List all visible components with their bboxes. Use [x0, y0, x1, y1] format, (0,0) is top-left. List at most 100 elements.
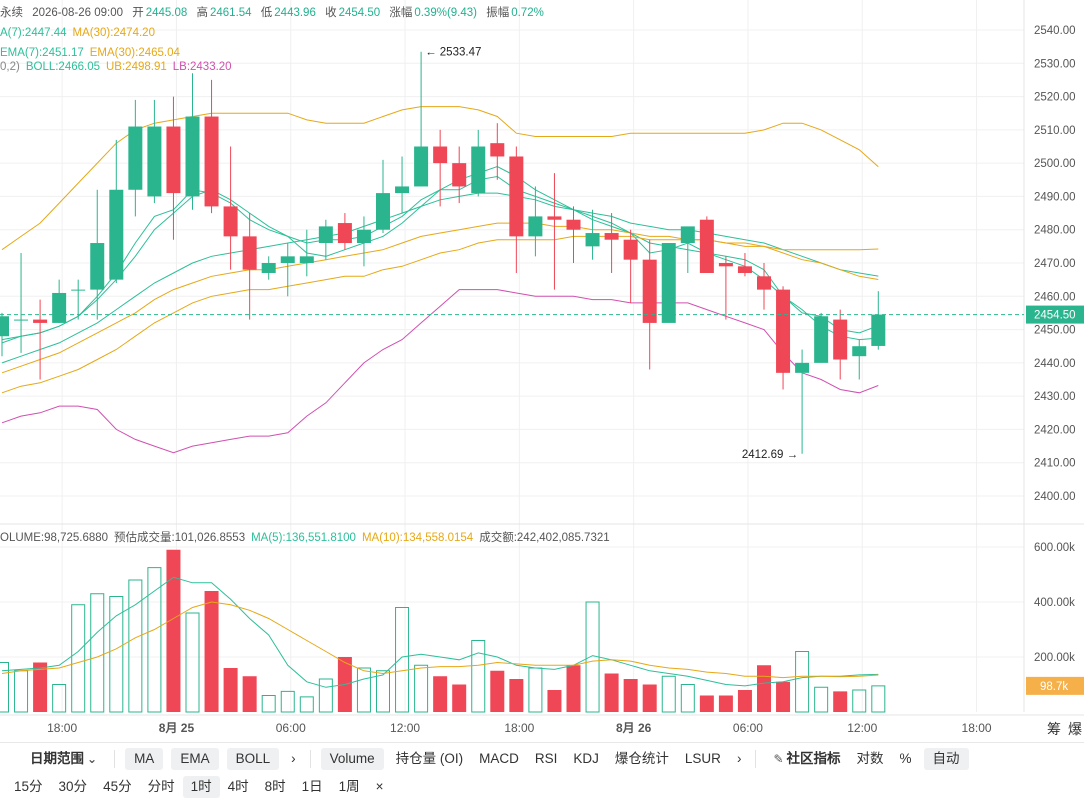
- volume-bar[interactable]: [166, 549, 181, 712]
- candle-body[interactable]: [318, 226, 333, 244]
- volume-bar[interactable]: [661, 675, 676, 713]
- candle-body[interactable]: [109, 189, 124, 280]
- candle[interactable]: [395, 156, 410, 214]
- log-scale-toggle[interactable]: 对数: [856, 750, 884, 766]
- chip-distribution-label[interactable]: 筹: [1047, 721, 1061, 737]
- candle-body[interactable]: [185, 116, 200, 197]
- overlay-chip-ma[interactable]: MA: [125, 747, 164, 770]
- candle-body[interactable]: [356, 229, 371, 244]
- candle-body[interactable]: [718, 263, 733, 267]
- volume-bar[interactable]: [718, 695, 733, 713]
- interval-option[interactable]: 4时: [227, 778, 249, 794]
- candle[interactable]: [33, 299, 48, 380]
- indicator-tab[interactable]: 爆仓统计: [614, 750, 669, 766]
- volume-bar[interactable]: [128, 579, 143, 713]
- indicator-tab[interactable]: LSUR: [684, 750, 721, 766]
- volume-bar[interactable]: [833, 691, 848, 712]
- candle[interactable]: [280, 243, 295, 297]
- candle[interactable]: [737, 253, 752, 277]
- volume-bar[interactable]: [242, 676, 257, 712]
- candle-body[interactable]: [414, 146, 429, 187]
- candle[interactable]: [223, 146, 238, 270]
- volume-bar[interactable]: [452, 684, 467, 713]
- candle[interactable]: [261, 256, 276, 280]
- volume-bar[interactable]: [356, 667, 371, 713]
- candle-body[interactable]: [261, 263, 276, 273]
- community-indicators-button[interactable]: ✎ 社区指标: [762, 748, 848, 770]
- candle[interactable]: [814, 312, 829, 363]
- volume-bar[interactable]: [471, 640, 486, 713]
- candle[interactable]: [90, 189, 105, 320]
- indicator-tab[interactable]: 持仓量 (OI): [395, 750, 464, 766]
- indicator-tab[interactable]: RSI: [534, 750, 558, 766]
- candle-body[interactable]: [852, 346, 867, 357]
- volume-bar[interactable]: [185, 612, 200, 713]
- interval-option[interactable]: 分时: [147, 778, 175, 794]
- volume-bar[interactable]: [52, 684, 67, 713]
- candle[interactable]: [490, 123, 505, 180]
- candle-body[interactable]: [871, 314, 886, 346]
- volume-bar[interactable]: [109, 596, 124, 713]
- candle-body[interactable]: [395, 186, 410, 194]
- volume-bar[interactable]: [490, 670, 505, 712]
- candle[interactable]: [642, 239, 657, 370]
- candle-body[interactable]: [337, 223, 352, 244]
- candle-body[interactable]: [680, 226, 695, 244]
- candle[interactable]: [128, 99, 143, 217]
- volume-bar[interactable]: [414, 664, 429, 713]
- candle[interactable]: [547, 173, 562, 290]
- interval-option[interactable]: 15分: [14, 778, 43, 794]
- candle-body[interactable]: [0, 316, 9, 337]
- candle-body[interactable]: [566, 219, 581, 230]
- volume-bar[interactable]: [261, 695, 276, 713]
- volume-bar[interactable]: [604, 673, 619, 713]
- candles[interactable]: [0, 51, 886, 454]
- candle[interactable]: [337, 213, 352, 250]
- volume-bar[interactable]: [623, 679, 638, 712]
- candle-body[interactable]: [33, 319, 48, 323]
- interval-option[interactable]: 1日: [301, 778, 323, 794]
- volume-bar[interactable]: [33, 662, 48, 713]
- volume-bar[interactable]: [871, 685, 886, 713]
- candle-body[interactable]: [452, 163, 467, 187]
- candle[interactable]: [509, 146, 524, 273]
- candle[interactable]: [623, 229, 638, 303]
- candle-body[interactable]: [376, 193, 390, 230]
- candle[interactable]: [452, 146, 467, 204]
- candle[interactable]: [109, 139, 124, 283]
- indicator-tab[interactable]: Volume: [320, 747, 384, 770]
- candle-body[interactable]: [776, 289, 791, 373]
- candle-body[interactable]: [52, 292, 67, 323]
- volume-bar[interactable]: [737, 690, 752, 712]
- candle[interactable]: [299, 229, 314, 277]
- candle[interactable]: [166, 96, 181, 240]
- candle[interactable]: [242, 213, 257, 320]
- volume-bar[interactable]: [757, 665, 771, 712]
- interval-option[interactable]: 1周: [338, 778, 360, 794]
- volume-bar[interactable]: [680, 684, 695, 713]
- volume-bar[interactable]: [642, 684, 657, 713]
- candle[interactable]: [471, 129, 486, 197]
- interval-option[interactable]: 30分: [58, 778, 88, 794]
- volume-bar[interactable]: [90, 593, 105, 713]
- volume-bars[interactable]: [0, 549, 886, 713]
- candle-body[interactable]: [623, 239, 638, 260]
- volume-bar[interactable]: [566, 665, 581, 712]
- candle-body[interactable]: [433, 146, 448, 164]
- candle[interactable]: [776, 286, 791, 390]
- volume-bar[interactable]: [299, 696, 314, 713]
- candle[interactable]: [852, 339, 867, 380]
- candle-body[interactable]: [147, 126, 162, 197]
- candle[interactable]: [414, 51, 429, 187]
- candle-body[interactable]: [166, 126, 181, 194]
- candle-body[interactable]: [90, 243, 105, 290]
- candle[interactable]: [680, 226, 695, 273]
- percent-scale-toggle[interactable]: %: [899, 750, 912, 766]
- candle-body[interactable]: [737, 266, 752, 273]
- candle-body[interactable]: [642, 259, 657, 323]
- candle[interactable]: [147, 99, 162, 204]
- candle[interactable]: [318, 219, 333, 260]
- candle[interactable]: [718, 256, 733, 320]
- candle[interactable]: [833, 309, 848, 380]
- candle-body[interactable]: [604, 233, 619, 240]
